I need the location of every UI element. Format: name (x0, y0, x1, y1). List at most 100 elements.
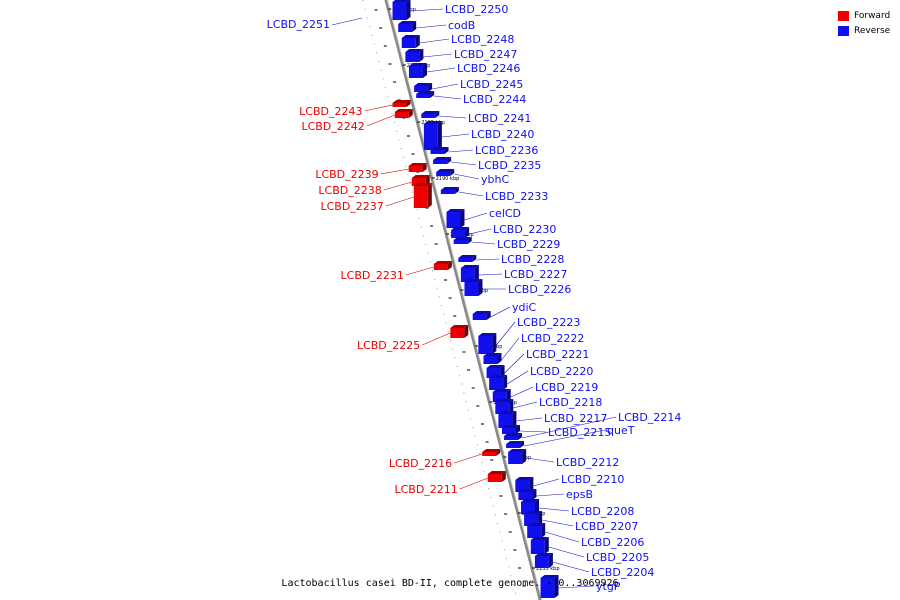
forward-gene (482, 449, 501, 456)
gene-side (447, 261, 452, 270)
gene-side (535, 499, 540, 514)
gene-leader-line (538, 507, 570, 512)
gene-body (527, 526, 542, 538)
gene-top (392, 100, 411, 103)
forward-gene (408, 163, 427, 172)
reverse-gene (504, 433, 523, 440)
gene-leader-line (504, 353, 525, 374)
gene-top (398, 21, 417, 24)
gene-label-lcbd_2216: LCBD_2216 (389, 457, 452, 470)
gene-top (492, 389, 511, 392)
gene-side (538, 511, 543, 526)
gene-leader-line (519, 430, 547, 433)
gene-body (472, 314, 487, 320)
legend-forward: Forward (838, 8, 890, 23)
gene-side (412, 21, 417, 32)
gene-leader-line (513, 401, 538, 409)
gene-top (495, 399, 514, 402)
gene-label-lcbd_2229: LCBD_2229 (497, 238, 560, 251)
gene-side (529, 477, 534, 492)
reverse-gene (527, 523, 546, 538)
gene-top (504, 433, 523, 436)
gene-body (408, 166, 423, 172)
genome-backbone (384, 0, 542, 600)
reverse-gene (453, 237, 472, 244)
gene-top (433, 157, 452, 160)
gene-side (544, 537, 549, 554)
reverse-gene (530, 537, 549, 554)
gene-body (501, 428, 516, 434)
gene-leader-line (454, 453, 483, 464)
gene-side (515, 425, 520, 434)
gene-side (406, 0, 411, 20)
gene-body (504, 436, 519, 440)
gene-body (398, 24, 413, 32)
forward-gene (450, 325, 469, 338)
gene-side (486, 311, 491, 320)
gene-label-lcbd_2220: LCBD_2220 (530, 365, 593, 378)
gene-label-lcbd_2236: LCBD_2236 (475, 144, 538, 157)
gene-top (414, 83, 433, 86)
gene-body (486, 368, 501, 378)
gene-label-lcbd_2247: LCBD_2247 (454, 48, 517, 61)
gene-leader-line (410, 8, 444, 12)
gene-leader-line (432, 83, 459, 90)
gene-side (520, 441, 525, 448)
gene-side (522, 449, 527, 464)
gene-side (422, 163, 427, 172)
gene-body (534, 556, 549, 568)
gene-leader-line (380, 168, 409, 175)
gene-label-lcbd_2206: LCBD_2206 (581, 536, 644, 549)
gene-side (422, 63, 427, 78)
gene-top (416, 91, 435, 94)
gene-label-quet: queT (607, 424, 635, 437)
gene-top (453, 237, 472, 240)
reverse-gene (421, 111, 440, 118)
gene-side (435, 111, 440, 118)
gene-body (392, 2, 407, 20)
gene-body (421, 114, 436, 118)
gene-body (392, 103, 407, 107)
gene-top (489, 375, 508, 378)
gene-top (436, 169, 455, 172)
gene-body (433, 264, 448, 270)
gene-leader-line (464, 212, 488, 221)
gene-leader-line (506, 370, 529, 385)
gene-label-ydic: ydiC (512, 301, 537, 314)
gene-side (430, 91, 435, 98)
gene-top (458, 255, 477, 258)
gene-top (487, 471, 506, 474)
gene-top (433, 261, 452, 264)
gene-side (450, 169, 455, 176)
reverse-gene (501, 425, 520, 434)
gene-label-lcbd_2230: LCBD_2230 (493, 223, 556, 236)
gene-body (430, 150, 445, 154)
tick-label: 2190 kbp (436, 176, 460, 182)
reverse-gene (460, 265, 479, 282)
gene-side (506, 389, 511, 402)
gene-top (451, 227, 470, 230)
gene-top (518, 489, 537, 492)
reverse-gene (430, 147, 449, 154)
reverse-gene (408, 63, 427, 78)
gene-label-lcbd_2228: LCBD_2228 (501, 253, 564, 266)
gene-body (411, 178, 426, 186)
gene-top (540, 575, 559, 578)
gene-label-lcbd_2233: LCBD_2233 (485, 190, 548, 203)
gene-top (450, 325, 469, 328)
gene-body (540, 578, 555, 598)
gene-label-lcbd_2214: LCBD_2214 (618, 411, 681, 424)
gene-top (515, 477, 534, 480)
gene-leader-line (510, 386, 534, 398)
gene-side (548, 553, 553, 568)
gene-body (413, 186, 428, 208)
gene-body (487, 474, 502, 482)
reverse-gene (423, 121, 442, 150)
gene-label-lcbd_2243: LCBD_2243 (299, 105, 362, 118)
reverse-gene (518, 489, 537, 500)
gene-side (518, 433, 523, 440)
gene-label-lcbd_2210: LCBD_2210 (561, 473, 624, 486)
gene-top (508, 449, 527, 452)
gene-body (414, 86, 429, 92)
